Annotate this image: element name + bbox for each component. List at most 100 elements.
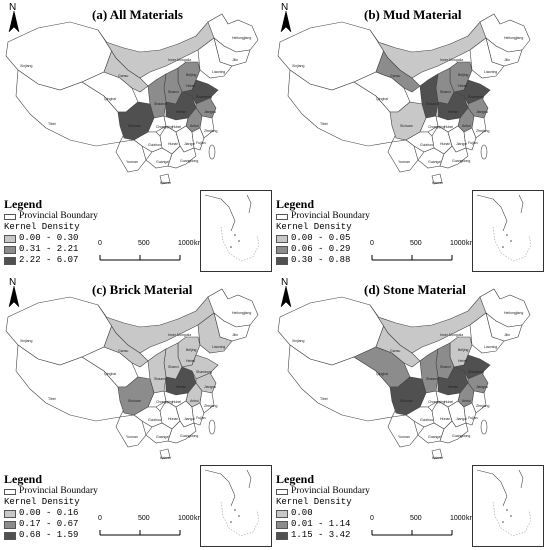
province-label: Hebei bbox=[458, 84, 468, 88]
legend-class-item: 2.22 - 6.07 bbox=[4, 255, 112, 266]
province-label: Chongqing bbox=[428, 400, 445, 404]
province-label: Jiangsu bbox=[204, 110, 217, 114]
legend-class-item: 1.15 - 3.42 bbox=[276, 530, 384, 541]
province-label: Sichuan bbox=[128, 124, 141, 128]
province-label: Hunan bbox=[168, 142, 179, 146]
legend-class-range: 0.06 - 0.29 bbox=[291, 244, 351, 254]
province-yunnan bbox=[387, 414, 419, 448]
province-label: Jilin bbox=[232, 333, 239, 337]
scale-tick-label: 0 bbox=[370, 240, 374, 247]
legend-class-item: 0.00 - 0.05 bbox=[276, 233, 384, 244]
province-label: Henan bbox=[448, 110, 459, 114]
province-label: Zhejiang bbox=[204, 129, 218, 133]
province-fujian bbox=[191, 402, 205, 426]
province-label: Guangxi bbox=[156, 435, 170, 439]
province-label: Hubei bbox=[444, 400, 454, 404]
legend-density-label: Kernel Density bbox=[4, 497, 80, 507]
province-label: Shandong bbox=[468, 95, 484, 99]
scale-tick-label: 500 bbox=[138, 515, 150, 522]
province-label: Hubei bbox=[172, 125, 182, 129]
province-yunnan bbox=[387, 139, 419, 173]
legend: Legend Provincial Boundary Kernel Density 0… bbox=[4, 197, 112, 266]
north-label: N bbox=[9, 2, 17, 13]
scale-unit: km bbox=[466, 240, 476, 247]
province-label: Guangdong bbox=[452, 434, 471, 438]
province-label: Henan bbox=[176, 385, 187, 389]
scale-tick-label: 500 bbox=[410, 515, 422, 522]
province-label: Jiangxi bbox=[456, 142, 467, 146]
province-label: Hunan bbox=[440, 142, 451, 146]
province-label: Chongqing bbox=[428, 125, 445, 129]
province-label: Hainan bbox=[160, 181, 172, 185]
scale-tick-label: 0 bbox=[98, 515, 102, 522]
province-label: Beijing bbox=[186, 348, 197, 352]
province-label: Jiangxi bbox=[456, 417, 467, 421]
scale-bar: 0 500 1000 km bbox=[370, 240, 490, 270]
province-label: Jilin bbox=[504, 333, 511, 337]
province-label: Hebei bbox=[186, 359, 196, 363]
province-label: Gansu bbox=[390, 349, 401, 353]
legend-class-item: 0.00 bbox=[276, 508, 384, 519]
province-label: Shanxi bbox=[440, 365, 451, 369]
province-label: Guangxi bbox=[428, 435, 442, 439]
legend-class-item: 0.31 - 2.21 bbox=[4, 244, 112, 255]
legend-boundary-label: Provincial Boundary bbox=[291, 486, 370, 496]
province-label: Shandong bbox=[196, 95, 212, 99]
province-label: Fujian bbox=[468, 141, 478, 145]
province-label: Shaanxi bbox=[154, 102, 167, 106]
legend-boundary-item: Provincial Boundary bbox=[276, 211, 384, 222]
north-label: N bbox=[281, 2, 289, 13]
province-label: Xinjiang bbox=[20, 339, 33, 343]
north-arrow-icon: N bbox=[4, 2, 24, 36]
province-label: Chongqing bbox=[156, 125, 173, 129]
province-label: Guangdong bbox=[180, 159, 199, 163]
province-label: Shanxi bbox=[168, 365, 179, 369]
province-label: Anhui bbox=[190, 399, 199, 403]
province-label: Inner Mongolia bbox=[440, 333, 464, 337]
province-guangdong bbox=[167, 420, 197, 444]
province-label: Heilongjiang bbox=[504, 36, 524, 40]
panel-title: (d) Stone Material bbox=[364, 282, 466, 297]
province-hainan bbox=[431, 448, 443, 460]
province-guangdong bbox=[439, 145, 469, 169]
legend-class-item: 0.00 - 0.30 bbox=[4, 233, 112, 244]
scale-bar: 0 500 1000 km bbox=[370, 515, 490, 545]
north-label: N bbox=[9, 277, 17, 288]
province-label: Chongqing bbox=[156, 400, 173, 404]
province-label: Sichuan bbox=[400, 399, 413, 403]
legend-title: Legend bbox=[276, 472, 315, 486]
north-arrow-icon: N bbox=[276, 277, 296, 311]
province-label: Yunnan bbox=[398, 435, 410, 439]
province-zhejiang bbox=[199, 390, 215, 414]
legend: Legend Provincial Boundary Kernel Density 0… bbox=[276, 472, 384, 541]
province-label: Guangdong bbox=[452, 159, 471, 163]
province-label: Qinghai bbox=[104, 97, 117, 101]
province-label: Beijing bbox=[458, 73, 469, 77]
province-label: Xinjiang bbox=[20, 64, 33, 68]
china-map bbox=[5, 13, 259, 185]
province-label: Jiangxi bbox=[184, 417, 195, 421]
scale-tick-label: 1000 bbox=[450, 240, 466, 247]
map-panel-a: Xinjiang Tibet Qinghai Gansu Inner Mongolia H… bbox=[0, 0, 272, 275]
province-label: Guizhou bbox=[420, 143, 434, 147]
south-china-sea-inset bbox=[472, 190, 544, 272]
legend-density-label: Kernel Density bbox=[276, 222, 352, 232]
province-label: Hainan bbox=[432, 181, 444, 185]
map-panel-d: Xinjiang Tibet Qinghai Gansu Inner Mongolia H… bbox=[272, 275, 544, 550]
north-label: N bbox=[281, 277, 289, 288]
province-label: Fujian bbox=[468, 416, 478, 420]
island-shape bbox=[480, 144, 488, 160]
province-label: Hebei bbox=[458, 359, 468, 363]
province-label: Henan bbox=[176, 110, 187, 114]
province-label: Fujian bbox=[196, 141, 206, 145]
province-tibet bbox=[15, 69, 127, 147]
province-label: Guangdong bbox=[180, 434, 199, 438]
legend-class-item: 0.01 - 1.14 bbox=[276, 519, 384, 530]
legend-boundary-label: Provincial Boundary bbox=[19, 211, 98, 221]
province-liaoning bbox=[469, 37, 505, 79]
province-label: Jiangsu bbox=[476, 385, 489, 389]
province-hainan bbox=[159, 173, 171, 185]
legend-class-item: 0.00 - 0.16 bbox=[4, 508, 112, 519]
province-zhejiang bbox=[199, 115, 215, 139]
province-chongqing bbox=[147, 115, 167, 133]
